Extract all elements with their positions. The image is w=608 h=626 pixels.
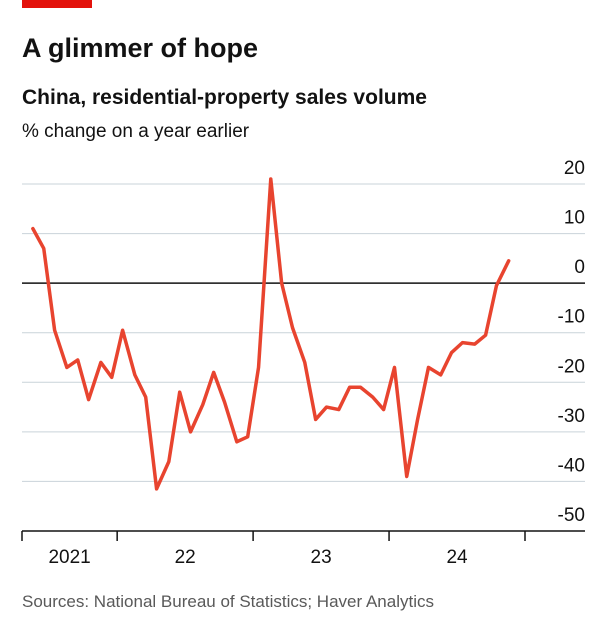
y-tick-label: 20 [564, 158, 585, 179]
x-tick-label: 2021 [48, 547, 90, 568]
y-tick-label: -10 [558, 307, 585, 328]
brand-bar [22, 0, 92, 8]
x-tick-label: 24 [446, 547, 468, 568]
source: Sources: National Bureau of Statistics; … [22, 592, 434, 611]
line [31, 177, 511, 491]
y-tick-label: 0 [574, 257, 585, 278]
y-tick-label: -50 [558, 505, 585, 526]
y-axis-label: % change on a year earlier [22, 121, 250, 142]
chart-subtitle: China, residential-property sales volume [22, 86, 427, 109]
x-tick-label: 23 [311, 547, 332, 568]
x-tick-label: 22 [175, 547, 196, 568]
y-tick-label: -30 [558, 406, 585, 427]
y-tick-label: 10 [564, 208, 585, 229]
y-tick-label: -40 [558, 455, 585, 476]
chart-title: A glimmer of hope [22, 33, 258, 63]
y-tick-label: -20 [558, 356, 585, 377]
